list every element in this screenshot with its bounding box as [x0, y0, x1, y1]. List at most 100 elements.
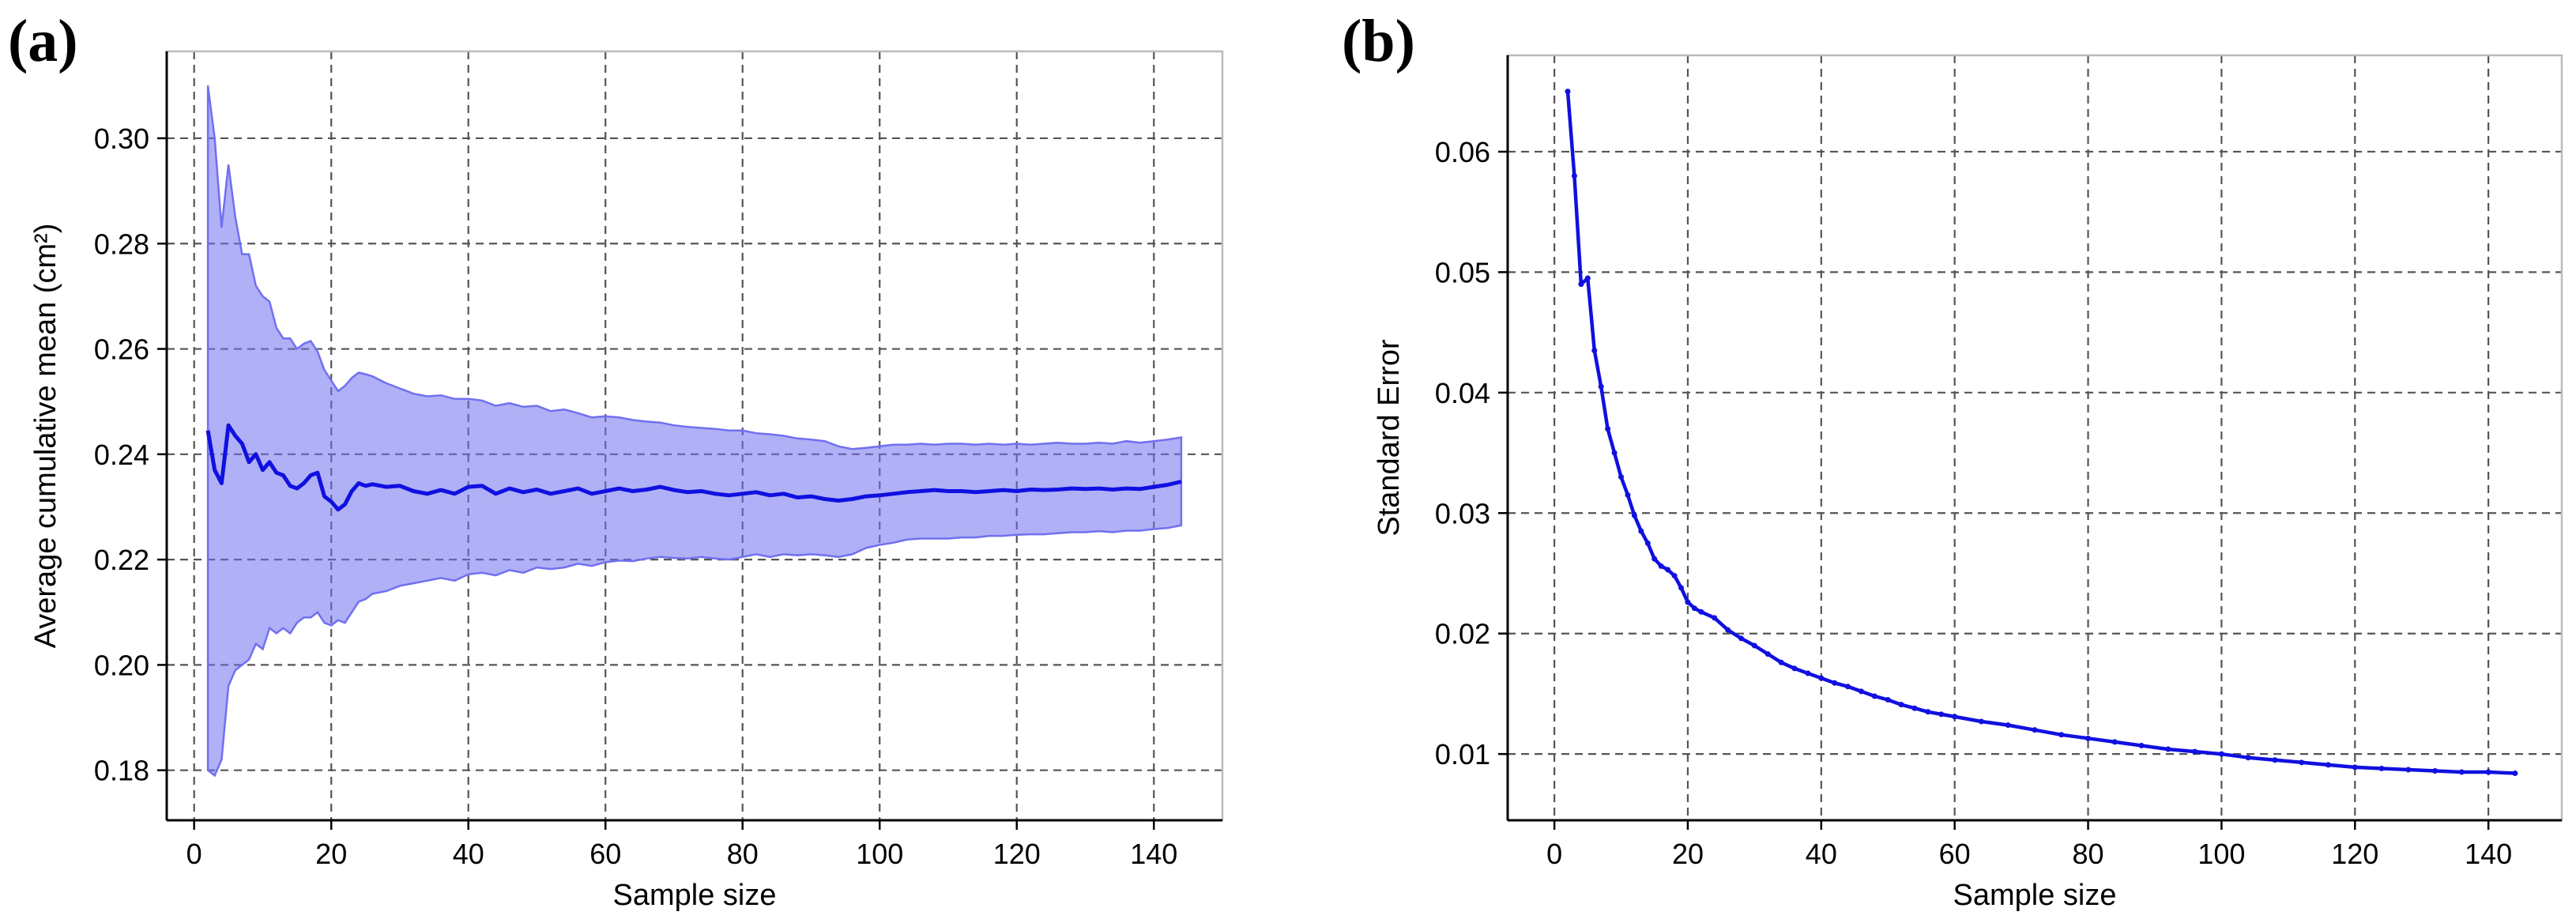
- data-point: [1818, 675, 1825, 681]
- y-tick-label: 0.18: [94, 755, 149, 787]
- x-tick-label: 80: [727, 838, 759, 870]
- x-tick-label: 40: [453, 838, 484, 870]
- data-point: [1611, 450, 1618, 456]
- y-tick-label: 0.30: [94, 122, 149, 155]
- data-point: [1738, 635, 1745, 642]
- x-tick-label: 60: [1939, 838, 1971, 870]
- x-tick-label: 120: [2331, 838, 2378, 870]
- data-point: [1885, 697, 1891, 703]
- data-point: [1898, 702, 1904, 708]
- data-point: [2165, 746, 2171, 752]
- x-tick-label: 80: [2073, 838, 2104, 870]
- y-tick-label: 0.20: [94, 649, 149, 681]
- data-point: [2192, 748, 2198, 755]
- x-axis-label: Sample size: [1953, 879, 2117, 912]
- data-point: [2058, 732, 2065, 738]
- panel-a-label: (a): [8, 8, 78, 74]
- x-tick-label: 140: [2465, 838, 2512, 870]
- data-point: [2352, 764, 2358, 770]
- y-tick-label: 0.06: [1435, 136, 1490, 168]
- data-point: [1691, 605, 1697, 612]
- x-axis-label: Sample size: [613, 879, 777, 912]
- x-tick-label: 120: [993, 838, 1041, 870]
- plot-frame: [165, 50, 1224, 822]
- data-point: [1978, 718, 1984, 725]
- y-tick-label: 0.01: [1435, 738, 1490, 770]
- data-point: [1598, 383, 1604, 390]
- data-point: [2485, 769, 2491, 775]
- data-point: [2138, 742, 2145, 748]
- y-tick-label: 0.05: [1435, 256, 1490, 288]
- data-point: [2245, 755, 2251, 761]
- data-point: [1805, 670, 1811, 676]
- x-tick-label: 140: [1130, 838, 1177, 870]
- data-point: [1925, 709, 1931, 715]
- data-point: [1584, 275, 1591, 281]
- data-point: [2272, 757, 2278, 763]
- data-point: [1605, 426, 1611, 432]
- data-point: [1591, 347, 1598, 353]
- data-point: [2512, 770, 2518, 777]
- data-point: [1832, 680, 1838, 686]
- data-point: [2005, 722, 2011, 729]
- plot-frame: [1506, 54, 2563, 822]
- data-point: [1565, 89, 1571, 95]
- data-point: [2378, 765, 2385, 771]
- data-point: [2458, 769, 2465, 775]
- data-point: [2299, 759, 2305, 766]
- data-point: [1952, 714, 1958, 720]
- series-line: [1565, 91, 2515, 775]
- data-point: [1751, 642, 1757, 649]
- data-point: [2085, 735, 2092, 741]
- data-point: [1625, 492, 1631, 498]
- x-tick-label: 20: [1672, 838, 1704, 870]
- data-point: [1678, 585, 1685, 591]
- data-point: [1858, 688, 1864, 695]
- data-point: [1725, 627, 1731, 633]
- data-point: [1665, 567, 1671, 573]
- data-point: [1618, 474, 1625, 480]
- x-tick-label: 40: [1806, 838, 1837, 870]
- y-tick-label: 0.02: [1435, 618, 1490, 650]
- y-tick-label: 0.03: [1435, 497, 1490, 529]
- data-point: [1651, 556, 1658, 562]
- data-point: [1644, 540, 1651, 546]
- panel-b-label: (b): [1342, 8, 1415, 74]
- x-tick-label: 100: [2198, 838, 2245, 870]
- data-point: [1698, 608, 1704, 615]
- x-tick-label: 0: [186, 838, 202, 870]
- data-point: [1911, 705, 1918, 711]
- y-axis-label: Standard Error: [1373, 339, 1406, 537]
- x-tick-label: 0: [1546, 838, 1562, 870]
- data-point: [1631, 512, 1637, 518]
- data-point: [1671, 573, 1678, 579]
- data-point: [1658, 563, 1664, 569]
- y-tick-label: 0.22: [94, 544, 149, 576]
- data-point: [2405, 767, 2412, 773]
- x-tick-label: 100: [856, 838, 903, 870]
- data-point: [1871, 693, 1877, 699]
- data-point: [2111, 739, 2118, 745]
- data-point: [1764, 651, 1771, 657]
- data-point: [1571, 172, 1577, 179]
- data-point: [1791, 665, 1798, 672]
- chart-b-plot: 0 20 40 60 80 100 120 140 0.01 0.02 0.03 0.04 0.05 0.…: [1373, 54, 2563, 912]
- data-point: [1845, 684, 1851, 690]
- data-point: [1778, 659, 1784, 665]
- data-point: [2325, 762, 2331, 768]
- y-axis-label: Average cumulative mean (cm²): [29, 224, 62, 649]
- data-point: [2432, 767, 2439, 774]
- x-tick-label: 60: [589, 838, 621, 870]
- data-point: [2218, 751, 2224, 757]
- data-point: [1712, 615, 1718, 621]
- y-tick-label: 0.28: [94, 228, 149, 260]
- y-tick-label: 0.24: [94, 439, 149, 471]
- confidence-band: [206, 85, 1183, 778]
- data-point: [2032, 727, 2038, 733]
- series-line: [205, 423, 1182, 512]
- x-tick-label: 20: [315, 838, 347, 870]
- data-point: [1685, 599, 1691, 605]
- data-point: [1578, 281, 1584, 288]
- data-point: [1638, 528, 1644, 534]
